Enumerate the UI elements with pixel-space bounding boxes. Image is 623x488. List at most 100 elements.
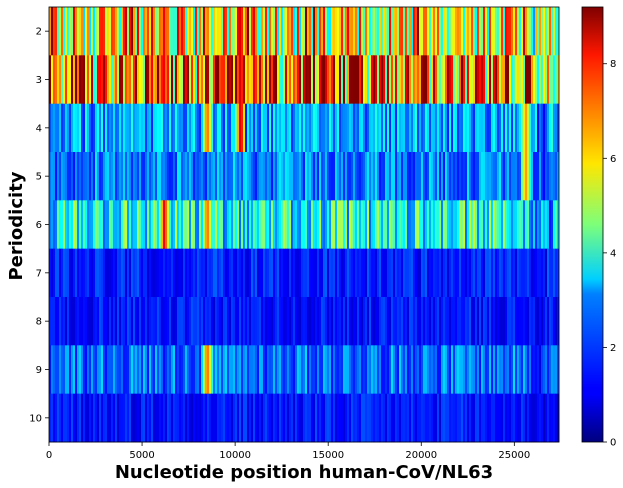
heatmap-cell bbox=[183, 200, 186, 250]
heatmap-cell bbox=[315, 7, 318, 56]
heatmap-cell bbox=[503, 248, 506, 298]
heatmap-cell bbox=[233, 248, 236, 298]
heatmap-cell bbox=[281, 200, 284, 250]
heatmap-cell bbox=[443, 103, 446, 153]
heatmap-cell bbox=[195, 152, 198, 201]
heatmap-cell bbox=[313, 297, 316, 346]
heatmap-cell bbox=[469, 103, 472, 153]
heatmap-cell bbox=[431, 7, 434, 56]
heatmap-cell bbox=[227, 152, 230, 201]
heatmap-cell bbox=[395, 200, 398, 250]
heatmap-cell bbox=[483, 7, 486, 56]
heatmap-cell bbox=[317, 103, 320, 153]
heatmap-cell bbox=[307, 55, 310, 105]
heatmap-cell bbox=[509, 393, 512, 443]
heatmap-cell bbox=[285, 345, 288, 395]
heatmap-cell bbox=[393, 345, 396, 395]
heatmap-cell bbox=[261, 7, 264, 56]
heatmap-cell bbox=[429, 103, 432, 153]
heatmap-cell bbox=[307, 345, 310, 395]
heatmap-cell bbox=[513, 345, 516, 395]
heatmap-cell bbox=[217, 7, 220, 56]
heatmap-cell bbox=[95, 393, 98, 443]
heatmap-cell bbox=[487, 200, 490, 250]
heatmap-cell bbox=[557, 7, 560, 56]
heatmap-cell bbox=[243, 7, 246, 56]
y-tick-label: 2 bbox=[36, 27, 42, 38]
heatmap-cell bbox=[295, 7, 298, 56]
heatmap-cell bbox=[445, 297, 448, 346]
heatmap-cell bbox=[461, 55, 464, 105]
heatmap-cell bbox=[261, 297, 264, 346]
heatmap-cell bbox=[225, 55, 228, 105]
heatmap-cell bbox=[413, 7, 416, 56]
heatmap-cell bbox=[331, 103, 334, 153]
heatmap-cell bbox=[527, 7, 530, 56]
heatmap-cell bbox=[157, 152, 160, 201]
heatmap-cell bbox=[323, 103, 326, 153]
heatmap-cell bbox=[503, 393, 506, 443]
heatmap-cell bbox=[313, 103, 316, 153]
heatmap-cell bbox=[67, 393, 70, 443]
heatmap-cell bbox=[171, 200, 174, 250]
heatmap-cell bbox=[147, 7, 150, 56]
heatmap-cell bbox=[99, 7, 102, 56]
heatmap-cell bbox=[115, 393, 118, 443]
heatmap-cell bbox=[107, 200, 110, 250]
heatmap-cell bbox=[455, 7, 458, 56]
heatmap-cell bbox=[415, 103, 418, 153]
heatmap-cell bbox=[503, 103, 506, 153]
heatmap-cell bbox=[89, 248, 92, 298]
heatmap-cell bbox=[219, 248, 222, 298]
heatmap-cell bbox=[105, 297, 108, 346]
heatmap-cell bbox=[429, 200, 432, 250]
heatmap-cell bbox=[519, 393, 522, 443]
heatmap-cell bbox=[245, 7, 248, 56]
heatmap-cell bbox=[161, 345, 164, 395]
heatmap-cell bbox=[243, 55, 246, 105]
heatmap-cell bbox=[89, 152, 92, 201]
heatmap-cell bbox=[67, 103, 70, 153]
heatmap-cell bbox=[149, 200, 152, 250]
heatmap-row-3 bbox=[49, 55, 560, 105]
heatmap-cell bbox=[467, 248, 470, 298]
heatmap-cell bbox=[475, 345, 478, 395]
heatmap-cell bbox=[335, 248, 338, 298]
heatmap-cell bbox=[553, 297, 556, 346]
heatmap-cell bbox=[181, 297, 184, 346]
heatmap-cell bbox=[259, 393, 262, 443]
heatmap-cell bbox=[337, 152, 340, 201]
heatmap-cell bbox=[75, 297, 78, 346]
heatmap-cell bbox=[75, 103, 78, 153]
heatmap-cell bbox=[67, 248, 70, 298]
heatmap-cell bbox=[325, 345, 328, 395]
heatmap-cell bbox=[367, 345, 370, 395]
heatmap-cell bbox=[409, 297, 412, 346]
heatmap-cell bbox=[355, 248, 358, 298]
heatmap-cell bbox=[537, 393, 540, 443]
heatmap-cell bbox=[525, 7, 528, 56]
heatmap-cell bbox=[537, 200, 540, 250]
heatmap-cell bbox=[501, 7, 504, 56]
heatmap-cell bbox=[533, 393, 536, 443]
heatmap-cell bbox=[79, 55, 82, 105]
heatmap-cell bbox=[97, 7, 100, 56]
heatmap-cell bbox=[173, 200, 176, 250]
heatmap-cell bbox=[431, 297, 434, 346]
heatmap-cell bbox=[197, 103, 200, 153]
heatmap-cell bbox=[249, 297, 252, 346]
heatmap-cell bbox=[137, 393, 140, 443]
heatmap-cell bbox=[285, 7, 288, 56]
heatmap-cell bbox=[405, 297, 408, 346]
heatmap-cell bbox=[325, 103, 328, 153]
heatmap-cell bbox=[495, 152, 498, 201]
heatmap-cell bbox=[487, 103, 490, 153]
heatmap-cell bbox=[343, 345, 346, 395]
heatmap-cell bbox=[479, 297, 482, 346]
heatmap-cell bbox=[373, 297, 376, 346]
heatmap-cell bbox=[163, 297, 166, 346]
heatmap-cell bbox=[143, 345, 146, 395]
heatmap-cell bbox=[201, 152, 204, 201]
heatmap-cell bbox=[517, 248, 520, 298]
heatmap-cell bbox=[405, 345, 408, 395]
